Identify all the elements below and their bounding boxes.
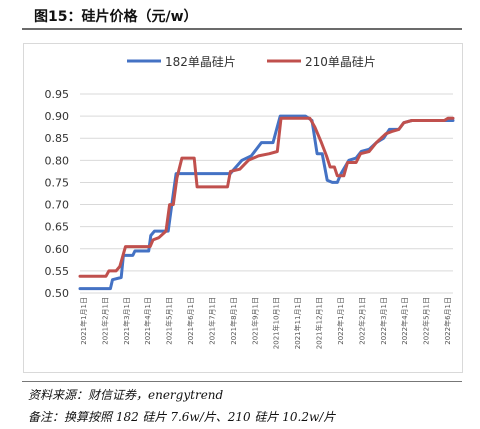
x-tick-label: 2022年3月1日 [379,297,388,345]
x-tick-label: 2021年11月1日 [293,297,302,349]
x-tick-label: 2021年5月1日 [165,297,174,345]
x-tick-label: 2021年12月1日 [315,297,324,349]
x-tick-label: 2021年3月1日 [122,297,131,345]
y-tick-label: 0.70 [45,199,70,212]
x-tick-label: 2021年7月1日 [207,297,216,345]
legend-label-1: 210单晶硅片 [305,55,376,69]
y-tick-label: 0.80 [45,154,70,167]
y-tick-label: 0.60 [45,243,70,256]
y-tick-label: 0.65 [45,221,70,234]
source-note: 资料来源：财信证券，energytrend [28,388,224,402]
x-tick-label: 2021年2月1日 [100,297,109,345]
x-tick-label: 2021年6月1日 [186,297,195,345]
remark-note: 备注：换算按照 182 硅片 7.6w/片、210 硅片 10.2w/片 [28,410,336,424]
x-tick-label: 2021年9月1日 [250,297,259,345]
x-tick-label: 2022年5月1日 [422,297,431,345]
x-tick-label: 2022年1月1日 [336,297,345,345]
figure-header: 图15：硅片价格（元/w） [22,4,462,28]
y-tick-label: 0.75 [45,176,70,189]
y-tick-label: 0.90 [45,110,70,123]
top-rule [22,28,462,30]
x-tick-label: 2022年4月1日 [400,297,409,345]
y-tick-label: 0.95 [45,88,70,101]
series-line-0 [78,114,455,291]
x-tick-label: 2021年8月1日 [229,297,238,345]
y-tick-label: 0.50 [45,287,70,300]
y-tick-label: 0.55 [45,265,70,278]
series-line-1 [78,116,455,278]
x-tick-label: 2021年1月1日 [79,297,88,345]
figure-title: 图15：硅片价格（元/w） [34,9,198,25]
x-tick-label: 2021年4月1日 [143,297,152,345]
chart-frame [23,43,463,373]
x-tick-label: 2022年6月1日 [443,297,452,345]
y-tick-label: 0.85 [45,132,70,145]
x-tick-label: 2022年2月1日 [357,297,366,345]
legend-label-0: 182单晶硅片 [165,55,236,69]
bottom-rule [22,381,462,382]
x-tick-label: 2021年10月1日 [272,297,281,349]
